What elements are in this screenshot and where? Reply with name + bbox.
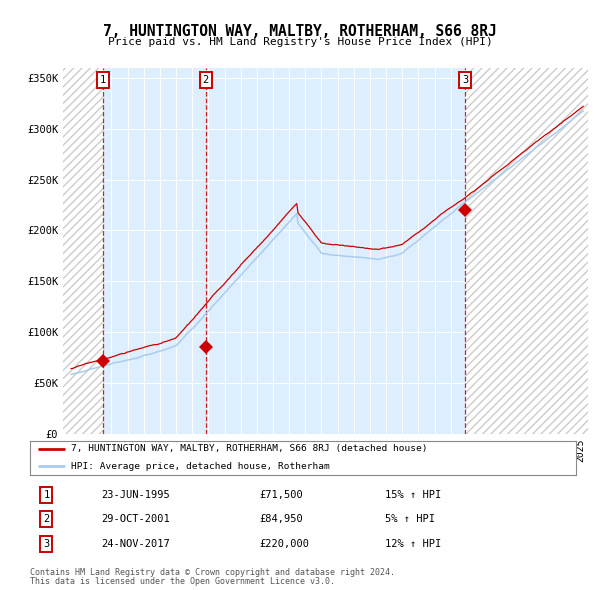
Text: 24-NOV-2017: 24-NOV-2017 bbox=[101, 539, 170, 549]
Bar bbox=[63, 68, 103, 434]
Text: 1: 1 bbox=[100, 75, 106, 85]
Text: £220,000: £220,000 bbox=[259, 539, 310, 549]
Text: HPI: Average price, detached house, Rotherham: HPI: Average price, detached house, Roth… bbox=[71, 461, 330, 471]
Text: 29-OCT-2001: 29-OCT-2001 bbox=[101, 514, 170, 524]
Text: 2: 2 bbox=[43, 514, 50, 524]
Bar bbox=[63, 68, 103, 434]
Bar bbox=[465, 68, 588, 434]
Text: 15% ↑ HPI: 15% ↑ HPI bbox=[385, 490, 441, 500]
Text: £71,500: £71,500 bbox=[259, 490, 303, 500]
Text: £84,950: £84,950 bbox=[259, 514, 303, 524]
Text: 7, HUNTINGTON WAY, MALTBY, ROTHERHAM, S66 8RJ: 7, HUNTINGTON WAY, MALTBY, ROTHERHAM, S6… bbox=[103, 24, 497, 38]
Text: Price paid vs. HM Land Registry's House Price Index (HPI): Price paid vs. HM Land Registry's House … bbox=[107, 37, 493, 47]
Text: 1: 1 bbox=[43, 490, 50, 500]
Text: 12% ↑ HPI: 12% ↑ HPI bbox=[385, 539, 441, 549]
Text: 3: 3 bbox=[462, 75, 469, 85]
Text: 3: 3 bbox=[43, 539, 50, 549]
Text: This data is licensed under the Open Government Licence v3.0.: This data is licensed under the Open Gov… bbox=[30, 577, 335, 586]
Text: 23-JUN-1995: 23-JUN-1995 bbox=[101, 490, 170, 500]
Text: 7, HUNTINGTON WAY, MALTBY, ROTHERHAM, S66 8RJ (detached house): 7, HUNTINGTON WAY, MALTBY, ROTHERHAM, S6… bbox=[71, 444, 427, 454]
Text: 2: 2 bbox=[203, 75, 209, 85]
Bar bbox=[465, 68, 588, 434]
Text: Contains HM Land Registry data © Crown copyright and database right 2024.: Contains HM Land Registry data © Crown c… bbox=[30, 568, 395, 576]
Text: 5% ↑ HPI: 5% ↑ HPI bbox=[385, 514, 435, 524]
